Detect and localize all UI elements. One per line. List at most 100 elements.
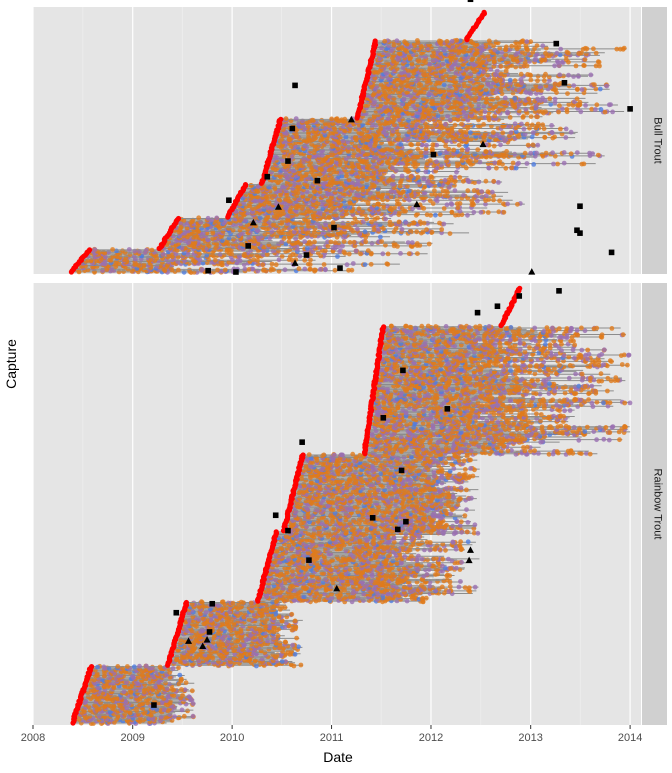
detection-point bbox=[345, 262, 350, 267]
detection-point bbox=[565, 91, 570, 96]
detection-point bbox=[528, 151, 533, 156]
detection-point bbox=[307, 267, 312, 272]
detection-point bbox=[461, 179, 466, 184]
detection-point bbox=[453, 123, 458, 128]
detection-point bbox=[155, 264, 160, 269]
y-axis-label: Capture bbox=[3, 339, 19, 389]
detection-point bbox=[337, 249, 342, 254]
detection-point bbox=[504, 149, 509, 154]
detection-point bbox=[492, 144, 497, 149]
detection-point bbox=[363, 262, 368, 267]
detection-point bbox=[415, 147, 420, 152]
detection-point bbox=[399, 142, 404, 147]
detection-point bbox=[347, 252, 352, 257]
detection-point bbox=[525, 161, 530, 166]
detection-point bbox=[176, 268, 181, 273]
detection-point bbox=[223, 268, 228, 273]
detection-point bbox=[553, 97, 558, 102]
detection-point bbox=[608, 102, 613, 107]
detection-point bbox=[534, 151, 539, 156]
detection-point bbox=[526, 97, 531, 102]
detection-point bbox=[400, 174, 405, 179]
detection-point bbox=[494, 166, 499, 171]
detection-point bbox=[348, 240, 353, 245]
detection-point bbox=[549, 123, 554, 128]
detection-point bbox=[243, 267, 248, 272]
detection-point bbox=[505, 202, 510, 207]
detection-point bbox=[557, 103, 562, 108]
detection-point bbox=[427, 242, 432, 247]
detection-point bbox=[500, 131, 505, 136]
detection-point bbox=[448, 231, 453, 236]
detection-point bbox=[472, 188, 477, 193]
detection-point bbox=[342, 250, 347, 255]
detection-point bbox=[484, 149, 489, 154]
detection-point bbox=[479, 189, 484, 194]
detection-point bbox=[558, 127, 563, 132]
detection-point bbox=[535, 143, 540, 148]
detection-point bbox=[484, 96, 489, 101]
detection-point bbox=[319, 118, 324, 123]
detection-point bbox=[515, 202, 520, 207]
detection-point bbox=[490, 190, 495, 195]
detection-point bbox=[486, 114, 491, 119]
detection-point bbox=[333, 190, 338, 195]
detection-point bbox=[425, 179, 430, 184]
detection-point bbox=[262, 267, 267, 272]
detection-point bbox=[424, 227, 429, 232]
detection-point bbox=[596, 153, 601, 158]
detection-point bbox=[523, 151, 528, 156]
detection-point bbox=[198, 220, 203, 225]
detection-point bbox=[519, 122, 524, 127]
detection-point bbox=[556, 82, 561, 87]
detection-point bbox=[274, 262, 279, 267]
detection-point bbox=[400, 206, 405, 211]
detection-point bbox=[260, 262, 265, 267]
detection-point bbox=[430, 142, 435, 147]
detection-point bbox=[593, 107, 598, 112]
detection-point bbox=[531, 143, 536, 148]
detection-point bbox=[451, 148, 456, 153]
facet-panel: Bull Trout bbox=[33, 0, 667, 275]
detection-point bbox=[587, 151, 592, 156]
detection-point bbox=[313, 268, 318, 273]
detection-point bbox=[302, 239, 307, 244]
detection-point bbox=[456, 205, 461, 210]
detection-point bbox=[294, 140, 299, 145]
detection-point bbox=[414, 229, 419, 234]
detection-point bbox=[567, 84, 572, 89]
detection-point bbox=[581, 47, 586, 52]
detection-point bbox=[251, 267, 256, 272]
detection-point bbox=[547, 96, 552, 101]
detection-point bbox=[504, 45, 509, 50]
detection-point bbox=[594, 102, 599, 107]
detection-point bbox=[569, 151, 574, 156]
detection-point bbox=[350, 221, 355, 226]
detection-point bbox=[110, 247, 115, 252]
detection-point bbox=[388, 220, 393, 225]
detection-point bbox=[346, 221, 351, 226]
detection-point bbox=[457, 175, 462, 180]
detection-point bbox=[481, 122, 486, 127]
detection-point bbox=[503, 96, 508, 101]
detection-point bbox=[562, 161, 567, 166]
detection-point bbox=[449, 175, 454, 180]
detection-point bbox=[428, 198, 433, 203]
detection-point bbox=[302, 156, 307, 161]
detection-point bbox=[93, 247, 98, 252]
detection-point bbox=[562, 150, 567, 155]
detection-point bbox=[492, 160, 497, 165]
detection-point bbox=[496, 180, 501, 185]
detection-point bbox=[440, 115, 445, 120]
detection-point bbox=[498, 142, 503, 147]
detection-point bbox=[458, 128, 463, 133]
detection-point bbox=[530, 106, 535, 111]
detection-point bbox=[423, 169, 428, 174]
detection-point bbox=[426, 42, 431, 47]
detection-point bbox=[555, 51, 560, 56]
detection-point bbox=[283, 267, 288, 272]
detection-point bbox=[339, 187, 344, 192]
detection-point bbox=[426, 129, 431, 134]
detection-point bbox=[459, 122, 464, 127]
detection-point bbox=[513, 78, 518, 83]
